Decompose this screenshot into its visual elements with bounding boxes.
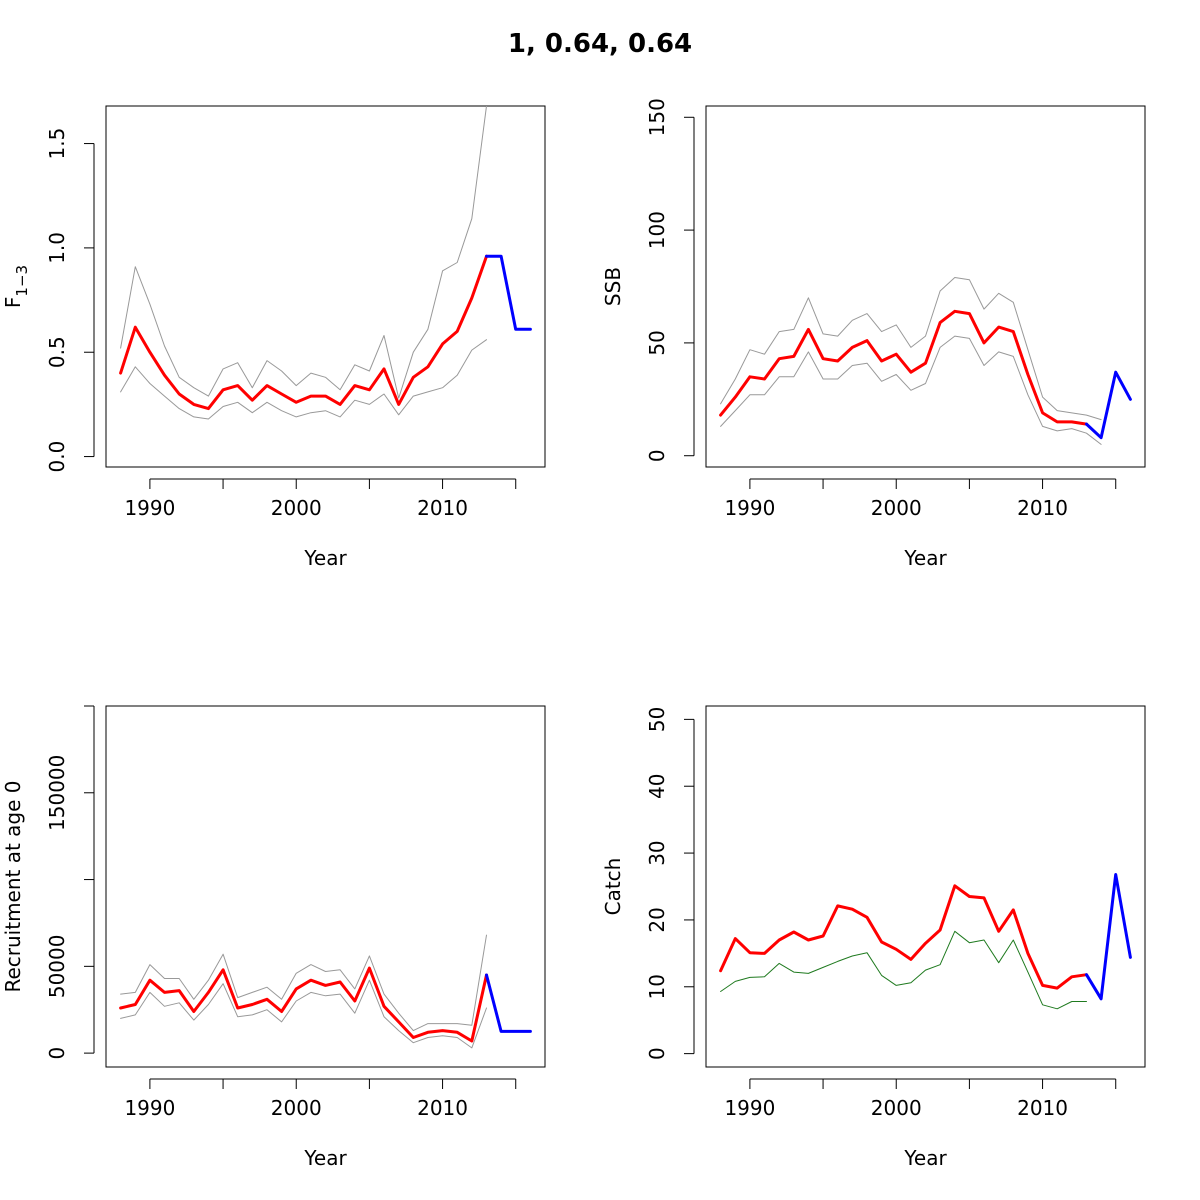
plot-frame <box>705 105 1146 468</box>
y-tick-label: 20 <box>645 907 669 932</box>
x-axis-label: Year <box>303 1146 347 1170</box>
y-tick-label: 50 <box>645 707 669 732</box>
y-tick-label: 1.5 <box>45 128 69 160</box>
y-axis-label: F1−3 <box>1 265 31 308</box>
y-tick-label: 30 <box>645 840 669 865</box>
y-tick-label: 100 <box>645 211 669 249</box>
y-axis-label-main: F <box>1 297 25 309</box>
series-line-projection <box>1085 370 1132 440</box>
y-tick-label: 50 <box>645 330 669 355</box>
panel-catch: 1990 2000 2010 Year 0 10 20 30 40 50 Catch <box>601 705 1146 1170</box>
series-line-upper <box>120 106 487 399</box>
y-tick-label: 0 <box>645 1047 669 1060</box>
y-tick-label: 40 <box>645 773 669 798</box>
x-axis-label: Year <box>303 546 347 570</box>
x-tick-label: 2000 <box>871 1096 922 1120</box>
x-tick-label: 1990 <box>724 1096 775 1120</box>
y-tick-label: 150 <box>645 98 669 136</box>
y-tick-label: 0.5 <box>45 336 69 368</box>
series-line-estimate <box>719 309 1088 426</box>
x-tick-label: 2010 <box>1017 1096 1068 1120</box>
series-line-projection <box>1085 873 1132 1001</box>
series-line-lower <box>120 979 487 1049</box>
y-tick-label: 1.0 <box>45 232 69 264</box>
series-lines <box>719 873 1132 1010</box>
plot-frame <box>705 705 1146 1068</box>
series-lines <box>719 277 1132 445</box>
panel-ssb: 1990 2000 2010 Year 0 50 100 150 SSB <box>601 98 1146 570</box>
y-axis-label: Recruitment at age 0 <box>1 780 25 992</box>
y-tick-label: 0 <box>645 449 669 462</box>
series-lines <box>119 106 532 420</box>
panel-recruitment: 1990 2000 2010 Year 0 50000 150000 Recruitment … <box>1 705 546 1170</box>
x-tick-label: 2010 <box>1017 496 1068 520</box>
series-line-estimate <box>719 884 1088 990</box>
x-tick-label: 2010 <box>417 496 468 520</box>
x-tick-label: 1990 <box>124 496 175 520</box>
series-line-upper <box>720 277 1102 421</box>
x-tick-label: 2010 <box>417 1096 468 1120</box>
panel-fishing-mortality: 1990 2000 2010 Year 0.0 0.5 1.0 1.5 F1−3 <box>1 105 546 570</box>
series-line-lower <box>720 335 1102 445</box>
y-tick-label: 10 <box>645 974 669 999</box>
y-axis-label-subscript: 1−3 <box>13 265 31 297</box>
series-line-lower <box>120 339 487 420</box>
x-tick-label: 1990 <box>124 1096 175 1120</box>
x-axis-label: Year <box>903 1146 947 1170</box>
x-tick-label: 2000 <box>871 496 922 520</box>
y-tick-label: 0 <box>45 1047 69 1060</box>
series-lines <box>119 934 532 1049</box>
y-tick-label: 150000 <box>45 755 69 831</box>
series-line-estimate <box>119 254 488 411</box>
x-tick-label: 2000 <box>271 1096 322 1120</box>
series-line-upper <box>120 934 487 1032</box>
x-axis-label: Year <box>903 546 947 570</box>
series-line-projection <box>485 254 532 331</box>
x-tick-label: 1990 <box>724 496 775 520</box>
series-line-observed <box>720 930 1087 1010</box>
y-axis-label: SSB <box>601 267 625 306</box>
main-title: 1, 0.64, 0.64 <box>508 29 692 59</box>
plot-frame <box>105 705 546 1068</box>
y-tick-label: 0.0 <box>45 441 69 473</box>
plot-frame <box>105 105 546 468</box>
y-tick-label: 50000 <box>45 935 69 999</box>
series-line-estimate <box>119 966 488 1043</box>
x-tick-label: 2000 <box>271 496 322 520</box>
y-axis-label: Catch <box>601 858 625 916</box>
series-line-projection <box>485 973 532 1033</box>
